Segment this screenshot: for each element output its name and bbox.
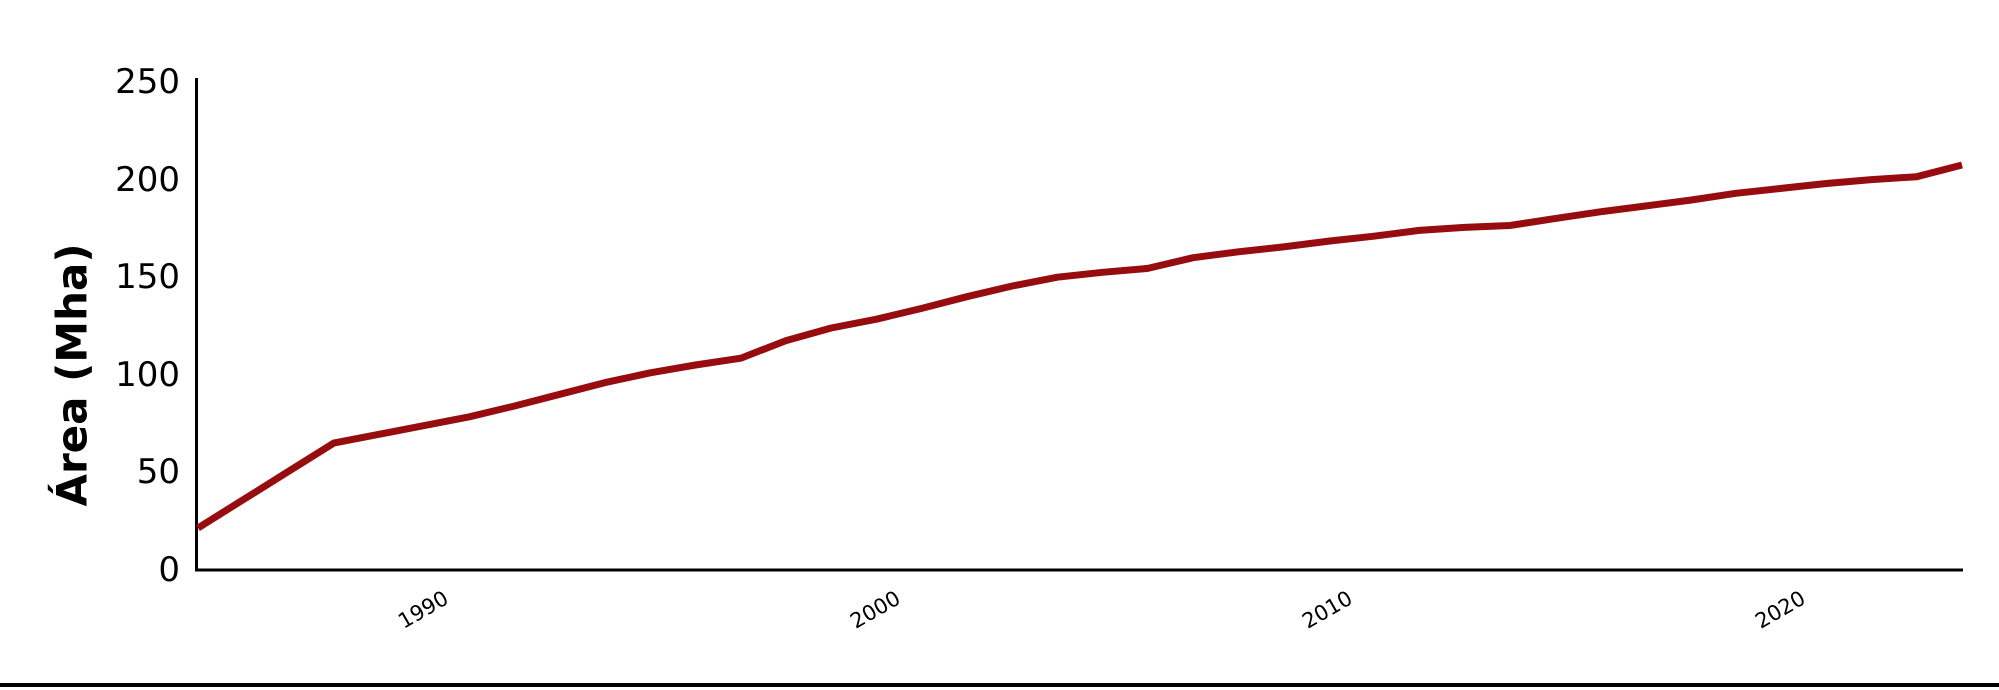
y-tick-label: 0: [158, 550, 180, 590]
y-tick-label: 50: [136, 452, 180, 493]
bottom-border-rule: [0, 683, 1999, 687]
y-tick-label: 250: [115, 62, 180, 102]
y-tick-label: 150: [115, 257, 180, 298]
y-tick-label: 100: [115, 354, 180, 395]
data-series-line: [196, 161, 1963, 531]
y-tick-label: 200: [115, 159, 180, 200]
